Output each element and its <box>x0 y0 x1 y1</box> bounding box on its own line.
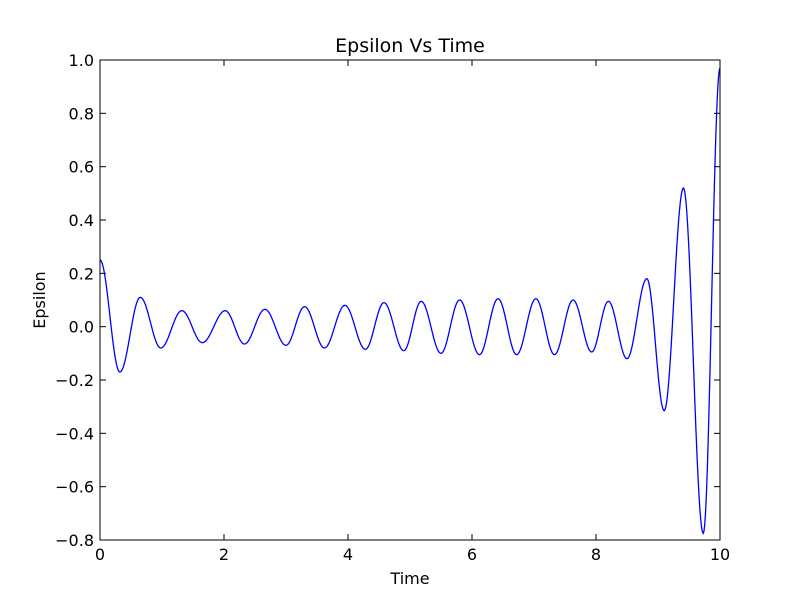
chart-title: Epsilon Vs Time <box>335 35 485 57</box>
plot-frame <box>99 59 721 541</box>
x-axis-label: Time <box>389 569 429 588</box>
y-tick-label: −0.8 <box>55 531 94 550</box>
epsilon-series-line <box>99 67 721 535</box>
y-tick-label: 1.0 <box>69 51 94 70</box>
y-tick-label: 0.0 <box>69 318 94 337</box>
y-tick-label: 0.4 <box>69 211 94 230</box>
x-tick-label: 2 <box>219 545 229 564</box>
y-tick-label: −0.4 <box>55 424 94 443</box>
y-axis-label: Epsilon <box>30 271 49 328</box>
y-tick-label: −0.6 <box>55 478 94 497</box>
plot-area <box>99 67 721 535</box>
x-tick-label: 0 <box>95 545 105 564</box>
x-tick-label: 8 <box>591 545 601 564</box>
y-tick-label: 0.8 <box>69 104 94 123</box>
y-tick-label: 0.2 <box>69 264 94 283</box>
y-tick-label: 0.6 <box>69 158 94 177</box>
x-tick-label: 10 <box>710 545 730 564</box>
x-axis-ticks: 0 2 4 6 8 10 <box>95 60 730 564</box>
x-tick-label: 6 <box>467 545 477 564</box>
y-tick-label: −0.2 <box>55 371 94 390</box>
y-axis-ticks: −0.8 −0.6 −0.4 −0.2 0.0 0.2 0.4 0.6 0.8 1.0 <box>55 51 720 550</box>
x-tick-label: 4 <box>343 545 353 564</box>
